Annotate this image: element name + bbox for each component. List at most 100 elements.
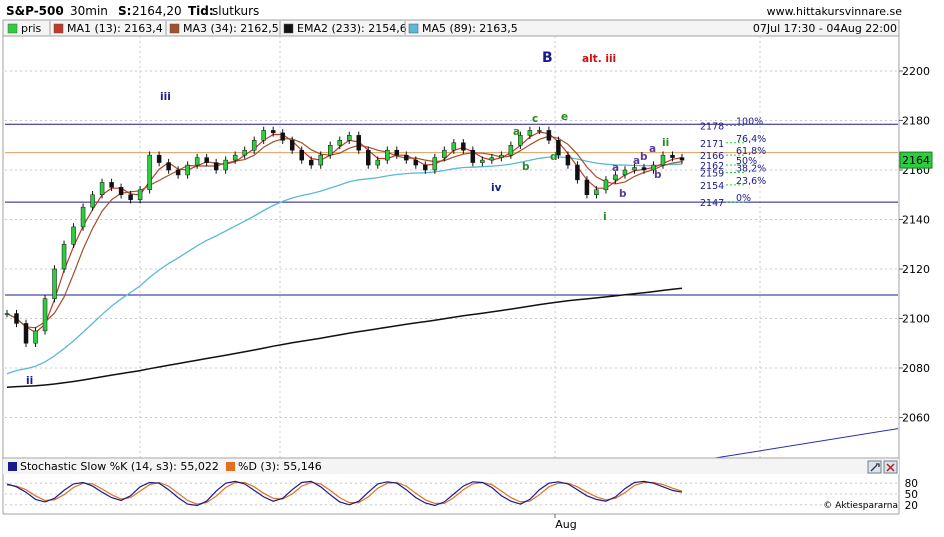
wave-label-6: b bbox=[522, 161, 530, 173]
candle-40 bbox=[385, 146, 390, 164]
wave-label-12: a bbox=[612, 162, 619, 174]
price-tag-box bbox=[899, 151, 933, 169]
candle-19 bbox=[185, 161, 190, 179]
fib-pct-1: 76,4% bbox=[736, 134, 766, 145]
candle-body-7 bbox=[71, 226, 76, 245]
candle-body-23 bbox=[223, 159, 228, 171]
legend-swatch-3 bbox=[283, 23, 294, 34]
candle-body-61 bbox=[584, 179, 590, 195]
candle-38 bbox=[366, 146, 371, 169]
wave-label-2: iv bbox=[491, 182, 502, 194]
candle-20 bbox=[194, 153, 200, 169]
fib-value-6: 2147 bbox=[700, 198, 724, 209]
candle-body-15 bbox=[147, 154, 152, 191]
candle-71 bbox=[679, 153, 685, 164]
candle-66 bbox=[632, 163, 637, 174]
fib-pct-6: 0% bbox=[736, 193, 751, 204]
candle-body-54 bbox=[518, 135, 523, 146]
candle-body-45 bbox=[432, 157, 438, 171]
wave-label-4: alt. iii bbox=[582, 53, 616, 65]
stochastic-lines bbox=[6, 480, 683, 507]
candle-37 bbox=[356, 131, 362, 154]
candle-body-12 bbox=[118, 187, 124, 195]
fib-pct-5: 23,6% bbox=[736, 176, 766, 187]
candle-48 bbox=[461, 139, 466, 154]
wave-label-3: B bbox=[542, 50, 553, 66]
y-tick-2100: 2100 bbox=[902, 313, 930, 326]
candle-44 bbox=[423, 161, 428, 174]
candle-body-31 bbox=[299, 149, 304, 161]
candle-60 bbox=[575, 161, 580, 184]
wave-label-16: a bbox=[649, 143, 656, 155]
candle-23 bbox=[223, 156, 228, 174]
price-label: S: bbox=[118, 4, 131, 18]
wave-label-0: ii bbox=[26, 375, 33, 387]
candle-body-59 bbox=[565, 154, 571, 166]
candle-0 bbox=[4, 309, 10, 318]
candle-body-38 bbox=[366, 149, 371, 166]
candle-33 bbox=[318, 151, 323, 169]
candle-22 bbox=[213, 158, 219, 174]
fib-value-2: 2166 bbox=[700, 151, 724, 162]
legend: pris MA1 (13): 2163,4 MA3 (34): 2162,5 EMA2… bbox=[7, 21, 518, 35]
y-tick-2200: 2200 bbox=[902, 65, 930, 78]
candle-body-64 bbox=[613, 174, 618, 181]
interval-dash: - bbox=[56, 4, 60, 18]
y-tick-2120: 2120 bbox=[902, 263, 930, 276]
candle-59 bbox=[565, 151, 571, 169]
candle-body-17 bbox=[166, 162, 171, 171]
panel-tools[interactable] bbox=[867, 460, 898, 474]
candles bbox=[4, 126, 685, 347]
candle-9 bbox=[90, 191, 95, 211]
stochastic-d-label: %D (3): 55,146 bbox=[238, 460, 322, 473]
candle-body-33 bbox=[318, 154, 323, 166]
candle-12 bbox=[118, 183, 124, 199]
candle-11 bbox=[109, 178, 114, 192]
candle-68 bbox=[651, 161, 656, 174]
candle-6 bbox=[61, 240, 67, 273]
time-label: Tid: bbox=[188, 4, 214, 18]
candle-2 bbox=[23, 319, 29, 347]
price-panel bbox=[2, 35, 900, 459]
candle-body-66 bbox=[632, 167, 637, 171]
candle-16 bbox=[156, 151, 162, 167]
candle-body-24 bbox=[232, 154, 238, 161]
candle-body-65 bbox=[622, 169, 628, 176]
candle-46 bbox=[442, 146, 447, 162]
fib-value-4: 2159 bbox=[700, 168, 724, 179]
legend-swatch-4 bbox=[408, 23, 419, 34]
candle-53 bbox=[508, 141, 514, 159]
legend-label-1: MA1 (13): 2163,4 bbox=[67, 22, 163, 35]
candle-65 bbox=[622, 166, 628, 179]
wave-label-10: i bbox=[603, 211, 607, 223]
y-tick-2060: 2060 bbox=[902, 412, 930, 425]
candle-body-2 bbox=[23, 323, 29, 344]
candle-13 bbox=[128, 191, 133, 204]
fib-value-1: 2171 bbox=[700, 139, 724, 150]
candle-32 bbox=[308, 156, 314, 169]
price-grid bbox=[5, 36, 898, 458]
candle-5 bbox=[52, 265, 57, 303]
candle-body-28 bbox=[270, 130, 276, 134]
candle-body-48 bbox=[461, 142, 466, 151]
candle-body-1 bbox=[14, 313, 19, 324]
candle-body-32 bbox=[308, 159, 314, 166]
candle-body-29 bbox=[280, 132, 285, 141]
wave-label-14: a bbox=[633, 155, 640, 167]
candle-69 bbox=[660, 151, 666, 169]
candle-body-30 bbox=[289, 140, 295, 151]
candle-4 bbox=[42, 294, 48, 335]
site-url[interactable]: www.hittakursvinnare.se bbox=[767, 5, 903, 18]
candle-42 bbox=[404, 151, 409, 164]
fib-value-0: 2178 bbox=[700, 121, 724, 132]
credit: © Aktiespararna bbox=[823, 501, 898, 511]
y-tick-2140: 2140 bbox=[902, 214, 930, 227]
candle-8 bbox=[80, 203, 86, 231]
candle-49 bbox=[470, 146, 476, 167]
candle-17 bbox=[166, 158, 171, 174]
wave-label-7: c bbox=[532, 113, 538, 125]
candle-body-20 bbox=[194, 157, 200, 166]
candle-1 bbox=[14, 309, 19, 328]
candle-body-42 bbox=[404, 154, 409, 161]
